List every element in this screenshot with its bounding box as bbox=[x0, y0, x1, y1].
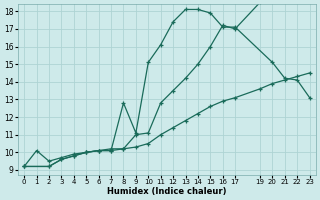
X-axis label: Humidex (Indice chaleur): Humidex (Indice chaleur) bbox=[107, 187, 227, 196]
